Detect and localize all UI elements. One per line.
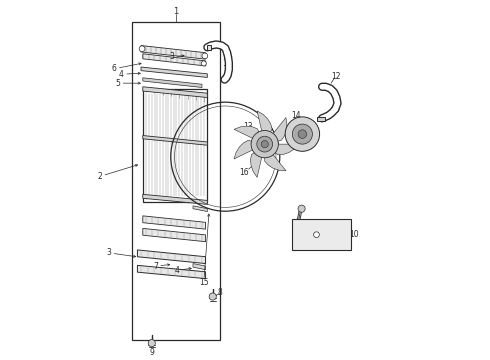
Text: 3: 3 bbox=[106, 248, 111, 257]
Circle shape bbox=[298, 205, 305, 212]
Polygon shape bbox=[141, 67, 207, 77]
Polygon shape bbox=[143, 78, 202, 87]
Text: 4: 4 bbox=[174, 266, 179, 275]
Bar bbox=[317, 117, 324, 121]
Text: 11: 11 bbox=[222, 59, 232, 68]
Circle shape bbox=[139, 46, 145, 51]
Polygon shape bbox=[143, 228, 205, 242]
Polygon shape bbox=[234, 140, 258, 159]
Text: 8: 8 bbox=[218, 288, 222, 297]
Circle shape bbox=[202, 53, 208, 59]
Polygon shape bbox=[257, 111, 272, 137]
Circle shape bbox=[251, 131, 278, 158]
Circle shape bbox=[314, 232, 319, 238]
Polygon shape bbox=[137, 250, 205, 264]
Text: 7: 7 bbox=[153, 262, 158, 271]
Circle shape bbox=[148, 339, 155, 347]
Polygon shape bbox=[143, 216, 205, 229]
Text: 3: 3 bbox=[169, 53, 174, 62]
Text: 15: 15 bbox=[199, 278, 209, 287]
Circle shape bbox=[209, 293, 216, 300]
Polygon shape bbox=[137, 265, 205, 279]
Polygon shape bbox=[141, 45, 205, 59]
Circle shape bbox=[201, 61, 206, 66]
Polygon shape bbox=[271, 144, 299, 155]
Polygon shape bbox=[143, 135, 207, 145]
Polygon shape bbox=[143, 54, 205, 66]
Text: 9: 9 bbox=[149, 348, 154, 357]
Text: 14: 14 bbox=[291, 111, 301, 120]
Polygon shape bbox=[143, 87, 207, 98]
Polygon shape bbox=[193, 206, 207, 212]
Circle shape bbox=[285, 117, 319, 151]
Polygon shape bbox=[193, 264, 205, 270]
Bar bbox=[292, 220, 351, 250]
Polygon shape bbox=[270, 117, 287, 143]
Text: 13: 13 bbox=[243, 122, 253, 131]
Bar bbox=[207, 45, 211, 50]
Text: 16: 16 bbox=[240, 168, 249, 177]
Text: 10: 10 bbox=[349, 230, 359, 239]
Circle shape bbox=[298, 130, 307, 138]
Circle shape bbox=[257, 136, 272, 152]
Text: 12: 12 bbox=[332, 72, 341, 81]
Text: 4: 4 bbox=[119, 70, 123, 79]
Polygon shape bbox=[265, 150, 286, 171]
Bar bbox=[143, 89, 207, 202]
Polygon shape bbox=[250, 149, 263, 177]
Text: 1: 1 bbox=[173, 7, 178, 16]
Polygon shape bbox=[234, 126, 261, 141]
Text: 6: 6 bbox=[112, 64, 117, 73]
Circle shape bbox=[293, 124, 313, 144]
Text: 5: 5 bbox=[115, 79, 120, 88]
Bar bbox=[132, 22, 220, 339]
Polygon shape bbox=[143, 194, 207, 204]
Text: 2: 2 bbox=[98, 172, 102, 181]
Circle shape bbox=[261, 140, 269, 148]
